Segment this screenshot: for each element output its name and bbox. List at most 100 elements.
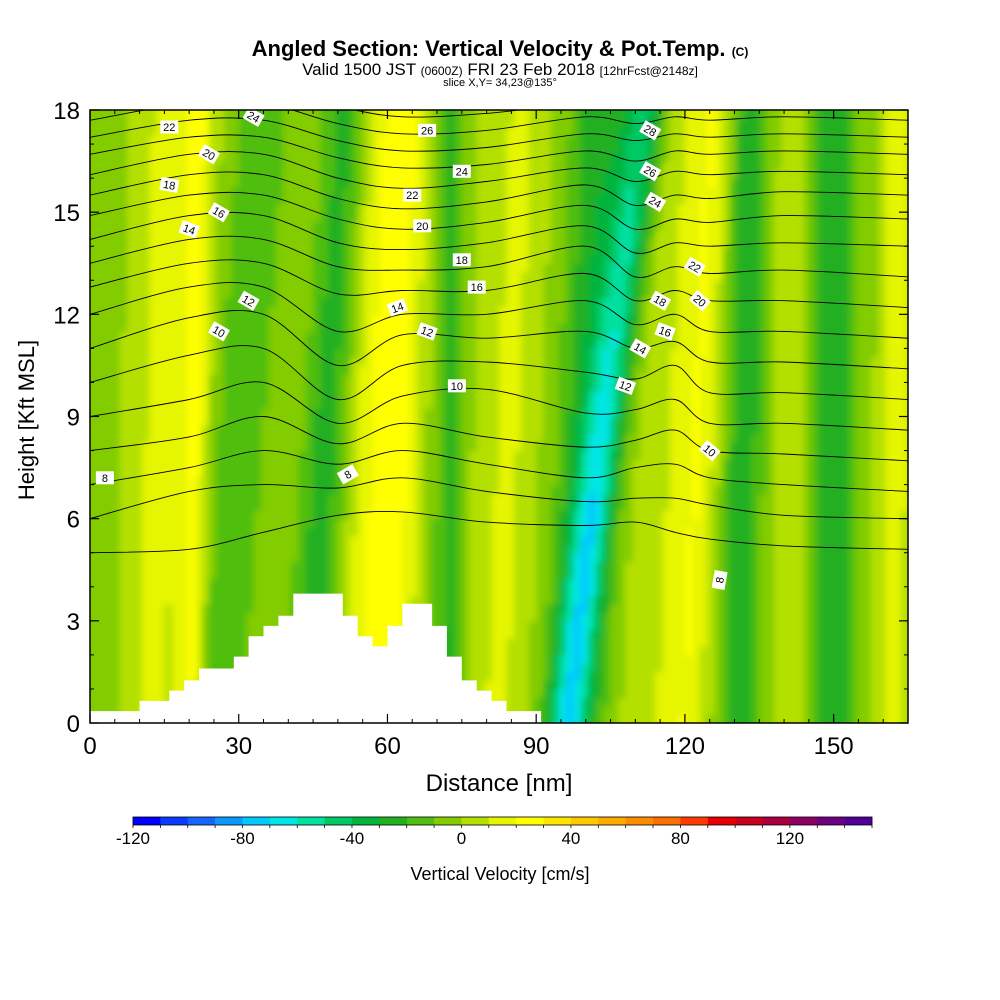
velocity-cell: [164, 237, 173, 247]
velocity-cell: [372, 416, 381, 426]
velocity-cell: [142, 518, 151, 528]
velocity-cell: [328, 365, 337, 375]
velocity-cell: [350, 152, 359, 162]
velocity-cell: [246, 569, 255, 580]
velocity-cell: [558, 620, 567, 631]
velocity-cell: [521, 110, 530, 120]
velocity-cell: [209, 339, 218, 350]
velocity-cell: [246, 552, 255, 562]
velocity-cell: [156, 688, 166, 699]
velocity-cell: [536, 178, 545, 188]
velocity-cell: [127, 629, 136, 639]
velocity-cell: [164, 476, 173, 486]
velocity-cell: [394, 408, 404, 418]
velocity-cell: [164, 203, 173, 213]
velocity-cell: [97, 493, 106, 503]
velocity-cell: [157, 93, 165, 102]
velocity-cell: [156, 680, 166, 690]
velocity-cell: [528, 416, 537, 426]
velocity-cell: [551, 732, 559, 741]
velocity-cell: [298, 723, 306, 732]
velocity-cell: [372, 254, 381, 264]
velocity-cell: [454, 408, 463, 418]
velocity-cell: [104, 654, 114, 665]
velocity-cell: [551, 603, 560, 614]
velocity-cell: [119, 510, 128, 520]
velocity-cell: [469, 314, 478, 324]
velocity-cell: [402, 467, 411, 477]
velocity-cell: [558, 467, 567, 477]
velocity-cell: [454, 484, 463, 494]
velocity-cell: [298, 246, 307, 256]
velocity-cell: [513, 348, 523, 358]
velocity-cell: [201, 663, 210, 673]
velocity-cell: [387, 322, 396, 333]
velocity-cell: [409, 467, 418, 477]
velocity-cell: [476, 561, 485, 571]
velocity-cell: [417, 110, 426, 120]
velocity-cell: [134, 408, 143, 418]
velocity-cell: [142, 331, 151, 341]
velocity-cell: [506, 603, 515, 614]
velocity-cell: [268, 356, 277, 367]
velocity-cell: [528, 552, 537, 562]
velocity-cell: [298, 544, 307, 554]
velocity-cell: [238, 144, 247, 154]
velocity-cell: [283, 484, 292, 494]
velocity-cell: [365, 237, 374, 247]
velocity-cell: [238, 229, 247, 239]
velocity-cell: [424, 484, 433, 494]
velocity-cell: [231, 169, 240, 179]
velocity-cell: [290, 391, 299, 401]
velocity-cell: [409, 391, 418, 401]
velocity-cell: [298, 331, 307, 341]
velocity-cell: [268, 382, 277, 392]
velocity-cell: [156, 339, 166, 350]
velocity-cell: [275, 578, 285, 588]
velocity-cell: [394, 527, 404, 537]
velocity-cell: [536, 399, 545, 409]
velocity-cell: [97, 671, 106, 682]
velocity-cell: [97, 161, 106, 171]
velocity-cell: [134, 476, 143, 486]
velocity-cell: [432, 561, 441, 571]
velocity-cell: [402, 144, 411, 154]
velocity-cell: [142, 152, 151, 162]
velocity-cell: [216, 637, 225, 648]
velocity-cell: [261, 365, 270, 375]
velocity-cell: [298, 578, 307, 588]
velocity-cell: [127, 603, 136, 614]
velocity-cell: [357, 297, 366, 307]
velocity-cell: [261, 433, 270, 443]
velocity-cell: [134, 688, 143, 699]
velocity-cell: [521, 118, 530, 128]
velocity-cell: [186, 212, 195, 222]
velocity-cell: [171, 382, 180, 392]
velocity-cell: [469, 229, 478, 239]
velocity-cell: [156, 246, 166, 256]
velocity-cell: [424, 280, 433, 290]
velocity-cell: [216, 93, 224, 102]
velocity-cell: [171, 595, 180, 605]
velocity-cell: [536, 518, 545, 528]
velocity-cell: [529, 723, 537, 732]
velocity-cell: [536, 203, 545, 213]
velocity-cell: [388, 93, 396, 102]
velocity-cell: [402, 118, 411, 128]
velocity-cell: [156, 603, 166, 614]
velocity-cell: [439, 331, 448, 341]
velocity-cell: [127, 450, 136, 460]
velocity-cell: [335, 365, 344, 375]
velocity-cell: [209, 654, 218, 665]
velocity-cell: [409, 110, 418, 120]
velocity-cell: [112, 637, 121, 648]
velocity-cell: [394, 161, 404, 171]
velocity-cell: [112, 723, 120, 732]
velocity-cell: [104, 382, 114, 392]
velocity-cell: [112, 203, 121, 213]
velocity-cell: [268, 620, 277, 631]
velocity-cell: [446, 152, 456, 162]
velocity-cell: [164, 195, 173, 205]
velocity-cell: [149, 535, 158, 545]
velocity-cell: [246, 510, 255, 520]
